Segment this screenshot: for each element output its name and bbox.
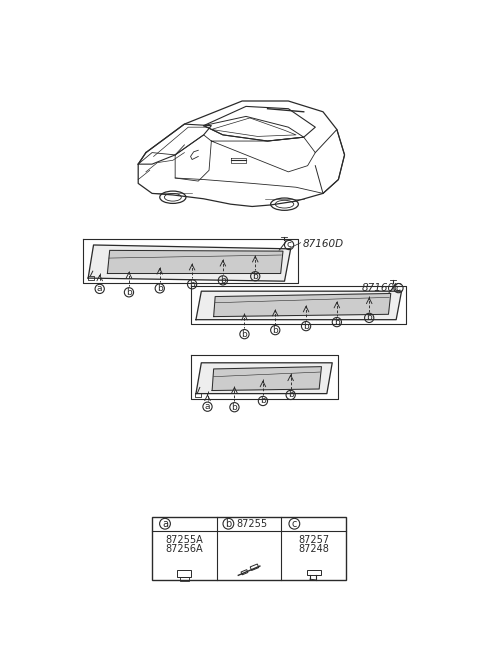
Polygon shape <box>214 293 391 316</box>
Text: b: b <box>288 391 294 399</box>
Polygon shape <box>108 250 283 273</box>
Polygon shape <box>196 363 332 394</box>
Text: 87255: 87255 <box>237 519 268 529</box>
Text: b: b <box>126 288 132 297</box>
Text: 87160D: 87160D <box>302 239 343 249</box>
Bar <box>152 517 346 580</box>
Text: b: b <box>241 330 247 339</box>
Text: b: b <box>157 284 163 293</box>
Text: b: b <box>260 397 266 406</box>
Text: 87256A: 87256A <box>166 544 203 554</box>
Text: c: c <box>287 240 292 250</box>
Text: 87160C: 87160C <box>361 283 402 293</box>
Text: b: b <box>366 313 372 322</box>
Text: b: b <box>231 402 237 412</box>
Text: c: c <box>396 283 401 293</box>
Text: 87255A: 87255A <box>166 535 203 545</box>
Bar <box>178 570 192 577</box>
Text: b: b <box>272 326 278 334</box>
Text: 87257: 87257 <box>298 535 329 545</box>
Bar <box>180 577 189 581</box>
Text: b: b <box>252 271 258 281</box>
Text: c: c <box>292 519 297 529</box>
Text: 87248: 87248 <box>299 544 329 554</box>
Text: b: b <box>220 276 226 285</box>
Polygon shape <box>196 291 402 320</box>
Text: a: a <box>205 402 210 411</box>
Text: a: a <box>162 519 168 529</box>
Text: b: b <box>303 322 309 330</box>
Polygon shape <box>88 245 291 281</box>
Text: a: a <box>97 285 102 293</box>
Text: b: b <box>189 280 195 289</box>
Bar <box>241 570 248 575</box>
Bar <box>307 570 321 575</box>
Text: b: b <box>225 519 231 529</box>
Text: b: b <box>334 318 340 326</box>
Bar <box>250 564 259 571</box>
Polygon shape <box>212 367 322 391</box>
